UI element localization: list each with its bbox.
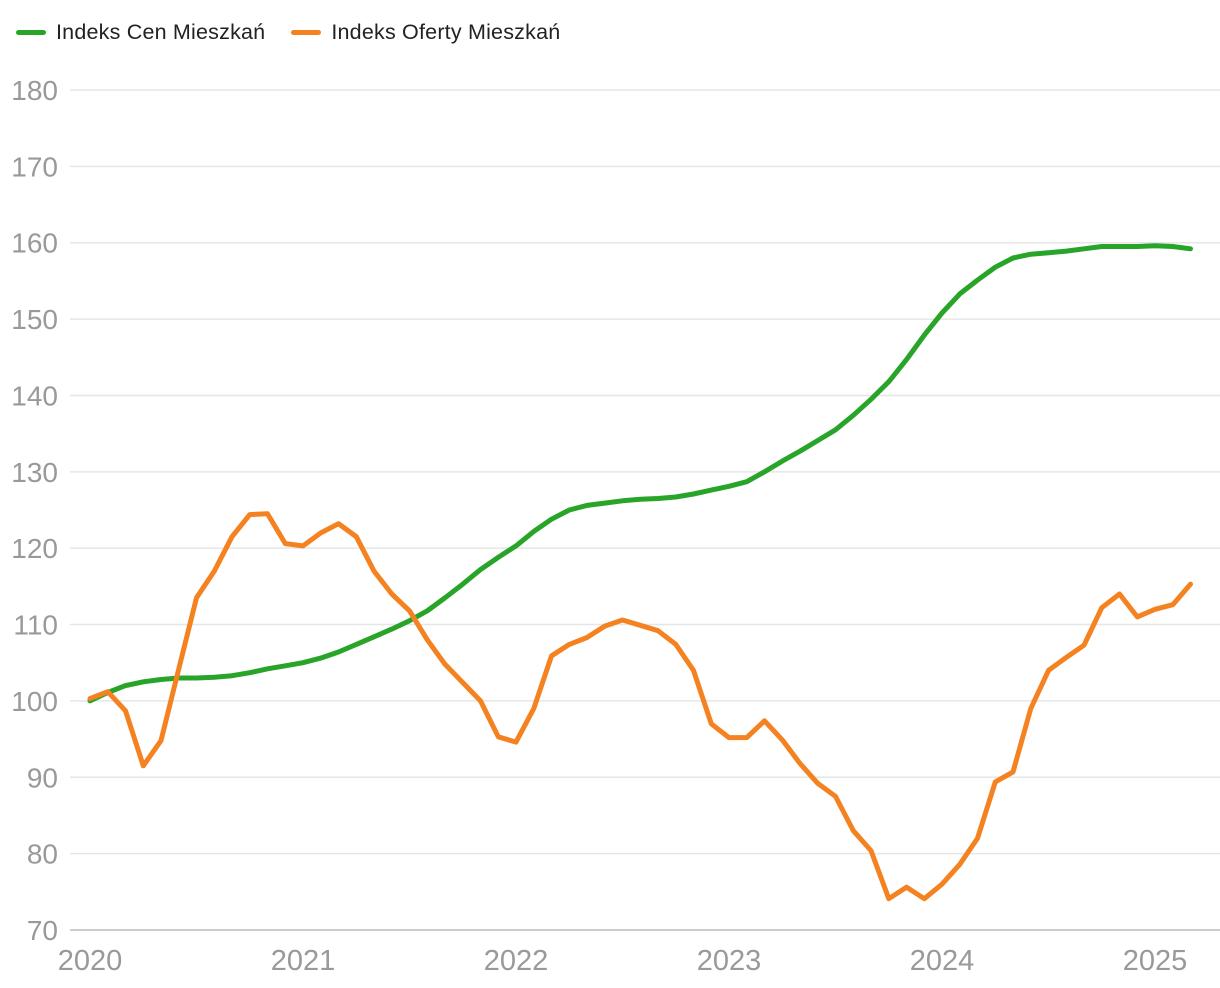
series-line-indeks-cen (87, 243, 1193, 704)
legend-swatch-indeks-oferty-icon (291, 30, 322, 35)
y-tick-label-160: 160 (11, 228, 58, 259)
y-tick-label-130: 130 (11, 457, 58, 488)
y-tick-label-70: 70 (27, 915, 58, 946)
y-tick-label-80: 80 (27, 839, 58, 870)
y-tick-label-150: 150 (11, 304, 58, 335)
y-tick-label-110: 110 (13, 610, 58, 641)
legend-item-indeks-cen[interactable]: Indeks Cen Mieszkań (16, 20, 265, 45)
y-tick-label-170: 170 (11, 151, 58, 182)
y-tick-label-120: 120 (11, 533, 58, 564)
x-tick-label-2024: 2024 (910, 945, 975, 977)
legend-label-indeks-cen: Indeks Cen Mieszkań (56, 20, 266, 44)
legend-item-indeks-oferty[interactable]: Indeks Oferty Mieszkań (291, 20, 560, 45)
legend: Indeks Cen Mieszkań Indeks Oferty Mieszk… (16, 20, 560, 45)
legend-swatch-indeks-cen-icon (16, 30, 46, 35)
x-tick-label-2021: 2021 (271, 945, 336, 977)
y-tick-label-180: 180 (11, 75, 58, 106)
y-tick-label-140: 140 (11, 380, 58, 411)
series-line-indeks-oferty (87, 511, 1193, 902)
legend-label-indeks-oferty: Indeks Oferty Mieszkań (331, 20, 561, 44)
x-tick-label-2022: 2022 (484, 945, 549, 977)
y-tick-label-100: 100 (11, 686, 58, 717)
y-tick-label-90: 90 (27, 762, 58, 793)
x-tick-label-2020: 2020 (58, 945, 123, 977)
x-tick-label-2025: 2025 (1123, 945, 1188, 977)
x-tick-label-2023: 2023 (697, 945, 762, 977)
